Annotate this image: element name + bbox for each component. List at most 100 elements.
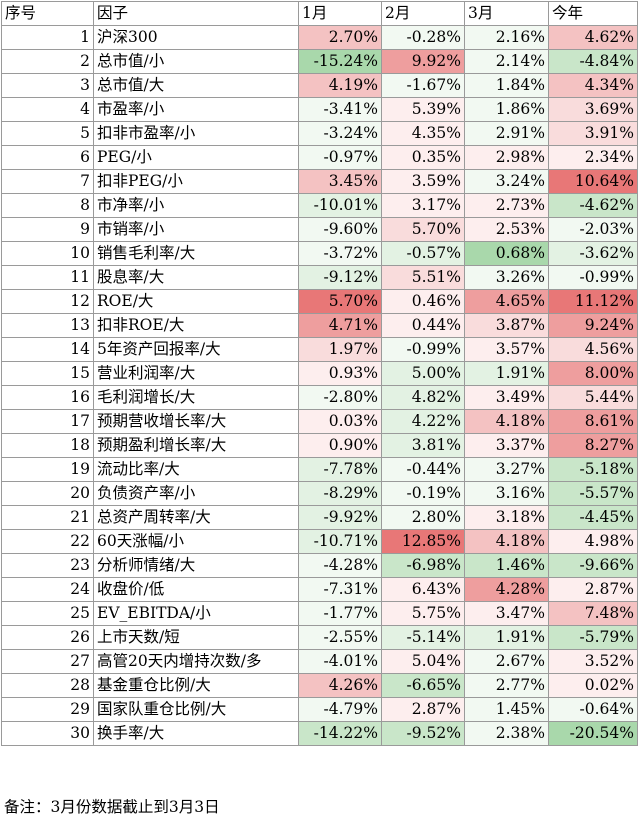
ytd-return: -4.84% <box>548 49 638 74</box>
table-row: 7 扣非PEG/小 3.45% 3.59% 3.24% 10.64% <box>1 169 638 194</box>
table-row: 24 收盘价/低 -7.31% 6.43% 4.28% 2.87% <box>1 577 638 602</box>
table-row: 3 总市值/大 4.19% -1.67% 1.84% 4.34% <box>1 73 638 98</box>
mar-return: 3.47% <box>464 601 549 626</box>
jan-return: -14.22% <box>298 721 382 746</box>
factor-name: 销售毛利率/大 <box>93 241 299 266</box>
jan-return: -1.77% <box>298 601 382 626</box>
table-row: 16 毛利润增长/大 -2.80% 4.82% 3.49% 5.44% <box>1 385 638 410</box>
row-index: 2 <box>1 49 94 74</box>
row-index: 16 <box>1 385 94 410</box>
jan-return: -7.78% <box>298 457 382 482</box>
mar-return: 2.98% <box>464 145 549 170</box>
table-row: 19 流动比率/大 -7.78% -0.44% 3.27% -5.18% <box>1 457 638 482</box>
mar-return: 4.65% <box>464 289 549 314</box>
mar-return: 2.14% <box>464 49 549 74</box>
ytd-return: 10.64% <box>548 169 638 194</box>
mar-return: 1.91% <box>464 361 549 386</box>
table-row: 20 负债资产率/小 -8.29% -0.19% 3.16% -5.57% <box>1 481 638 506</box>
jan-return: 4.26% <box>298 673 382 698</box>
feb-return: 5.39% <box>381 97 465 122</box>
mar-return: 1.45% <box>464 697 549 722</box>
factor-name: 基金重仓比例/大 <box>93 673 299 698</box>
table-row: 25 EV_EBITDA/小 -1.77% 5.75% 3.47% 7.48% <box>1 601 638 626</box>
table-row: 15 营业利润率/大 0.93% 5.00% 1.91% 8.00% <box>1 361 638 386</box>
factor-name: 预期营收增长率/大 <box>93 409 299 434</box>
jan-return: 0.90% <box>298 433 382 458</box>
factor-name: EV_EBITDA/小 <box>93 601 299 626</box>
ytd-return: 4.98% <box>548 529 638 554</box>
ytd-return: 0.02% <box>548 673 638 698</box>
jan-return: -0.97% <box>298 145 382 170</box>
factor-name: 毛利润增长/大 <box>93 385 299 410</box>
table-row: 23 分析师情绪/大 -4.28% -6.98% 1.46% -9.66% <box>1 553 638 578</box>
row-index: 23 <box>1 553 94 578</box>
ytd-return: -5.57% <box>548 481 638 506</box>
feb-return: -0.19% <box>381 481 465 506</box>
table-row: 1 沪深300 2.70% -0.28% 2.16% 4.62% <box>1 25 638 50</box>
feb-return: 3.81% <box>381 433 465 458</box>
feb-return: -6.98% <box>381 553 465 578</box>
factor-name: 市盈率/小 <box>93 97 299 122</box>
ytd-return: -3.62% <box>548 241 638 266</box>
row-index: 19 <box>1 457 94 482</box>
mar-return: 3.37% <box>464 433 549 458</box>
table-header-row: 序号 因子 1月 2月 3月 今年 <box>1 1 638 26</box>
mar-return: 2.16% <box>464 25 549 50</box>
table-row: 27 高管20天内增持次数/多 -4.01% 5.04% 2.67% 3.52% <box>1 649 638 674</box>
mar-return: 3.57% <box>464 337 549 362</box>
mar-return: 1.86% <box>464 97 549 122</box>
ytd-return: 9.24% <box>548 313 638 338</box>
factor-name: 总市值/大 <box>93 73 299 98</box>
header-factor: 因子 <box>93 1 299 26</box>
jan-return: -3.41% <box>298 97 382 122</box>
jan-return: -4.28% <box>298 553 382 578</box>
row-index: 24 <box>1 577 94 602</box>
jan-return: 4.19% <box>298 73 382 98</box>
factor-name: 分析师情绪/大 <box>93 553 299 578</box>
jan-return: -2.55% <box>298 625 382 650</box>
jan-return: 0.93% <box>298 361 382 386</box>
table-row: 10 销售毛利率/大 -3.72% -0.57% 0.68% -3.62% <box>1 241 638 266</box>
table-row: 30 换手率/大 -14.22% -9.52% 2.38% -20.54% <box>1 721 638 746</box>
row-index: 22 <box>1 529 94 554</box>
feb-return: 4.22% <box>381 409 465 434</box>
table-row: 4 市盈率/小 -3.41% 5.39% 1.86% 3.69% <box>1 97 638 122</box>
row-index: 25 <box>1 601 94 626</box>
mar-return: 4.28% <box>464 577 549 602</box>
row-index: 26 <box>1 625 94 650</box>
jan-return: -4.01% <box>298 649 382 674</box>
mar-return: 4.18% <box>464 529 549 554</box>
table-row: 2 总市值/小 -15.24% 9.92% 2.14% -4.84% <box>1 49 638 74</box>
factor-name: 60天涨幅/小 <box>93 529 299 554</box>
ytd-return: -0.99% <box>548 265 638 290</box>
jan-return: -3.24% <box>298 121 382 146</box>
mar-return: 1.84% <box>464 73 549 98</box>
header-feb: 2月 <box>381 1 465 26</box>
jan-return: -10.01% <box>298 193 382 218</box>
row-index: 7 <box>1 169 94 194</box>
ytd-return: 3.52% <box>548 649 638 674</box>
row-index: 30 <box>1 721 94 746</box>
row-index: 12 <box>1 289 94 314</box>
feb-return: -1.67% <box>381 73 465 98</box>
feb-return: 5.04% <box>381 649 465 674</box>
factor-name: 收盘价/低 <box>93 577 299 602</box>
mar-return: 3.26% <box>464 265 549 290</box>
ytd-return: 2.34% <box>548 145 638 170</box>
feb-return: -6.65% <box>381 673 465 698</box>
feb-return: 2.87% <box>381 697 465 722</box>
factor-name: 5年资产回报率/大 <box>93 337 299 362</box>
mar-return: 3.27% <box>464 457 549 482</box>
factor-name: ROE/大 <box>93 289 299 314</box>
ytd-return: 2.87% <box>548 577 638 602</box>
header-jan: 1月 <box>298 1 382 26</box>
table-row: 8 市净率/小 -10.01% 3.17% 2.73% -4.62% <box>1 193 638 218</box>
feb-return: 12.85% <box>381 529 465 554</box>
feb-return: 3.59% <box>381 169 465 194</box>
factor-name: 总市值/小 <box>93 49 299 74</box>
mar-return: 3.24% <box>464 169 549 194</box>
row-index: 21 <box>1 505 94 530</box>
feb-return: 5.70% <box>381 217 465 242</box>
factor-name: 上市天数/短 <box>93 625 299 650</box>
mar-return: 2.38% <box>464 721 549 746</box>
